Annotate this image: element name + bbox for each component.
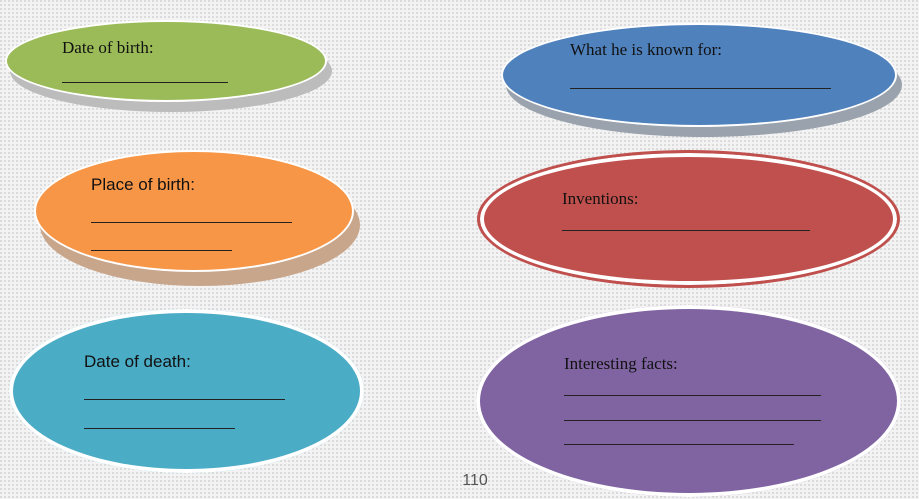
inventions-label: Inventions: — [562, 189, 639, 208]
place-of-birth-answer-line-2[interactable] — [91, 250, 232, 251]
inventions-bubble — [477, 150, 900, 288]
date-of-birth-bubble — [5, 20, 327, 102]
known-for-answer-line[interactable] — [570, 88, 831, 89]
interesting-facts-answer-line-1[interactable] — [564, 395, 821, 396]
place-of-birth-bubble — [34, 150, 354, 272]
interesting-facts-answer-line-2[interactable] — [564, 420, 821, 421]
known-for-label: What he is known for: — [570, 40, 723, 59]
place-of-birth-answer-line-1[interactable] — [91, 222, 292, 223]
date-of-death-label: Date of death: — [84, 352, 191, 371]
date-of-death-answer-line-1[interactable] — [84, 399, 285, 400]
date-of-death-answer-line-2[interactable] — [84, 428, 235, 429]
date-of-death-bubble — [9, 309, 364, 473]
interesting-facts-answer-line-3[interactable] — [564, 444, 794, 445]
known-for-bubble — [501, 23, 897, 127]
place-of-birth-label: Place of birth: — [91, 175, 195, 194]
date-of-birth-answer-line[interactable] — [62, 82, 228, 83]
inventions-answer-line[interactable] — [562, 230, 810, 231]
interesting-facts-label: Interesting facts: — [564, 354, 678, 373]
date-of-birth-label: Date of birth: — [62, 38, 154, 57]
interesting-facts-bubble — [476, 305, 901, 497]
page-number: 110 — [462, 472, 488, 489]
